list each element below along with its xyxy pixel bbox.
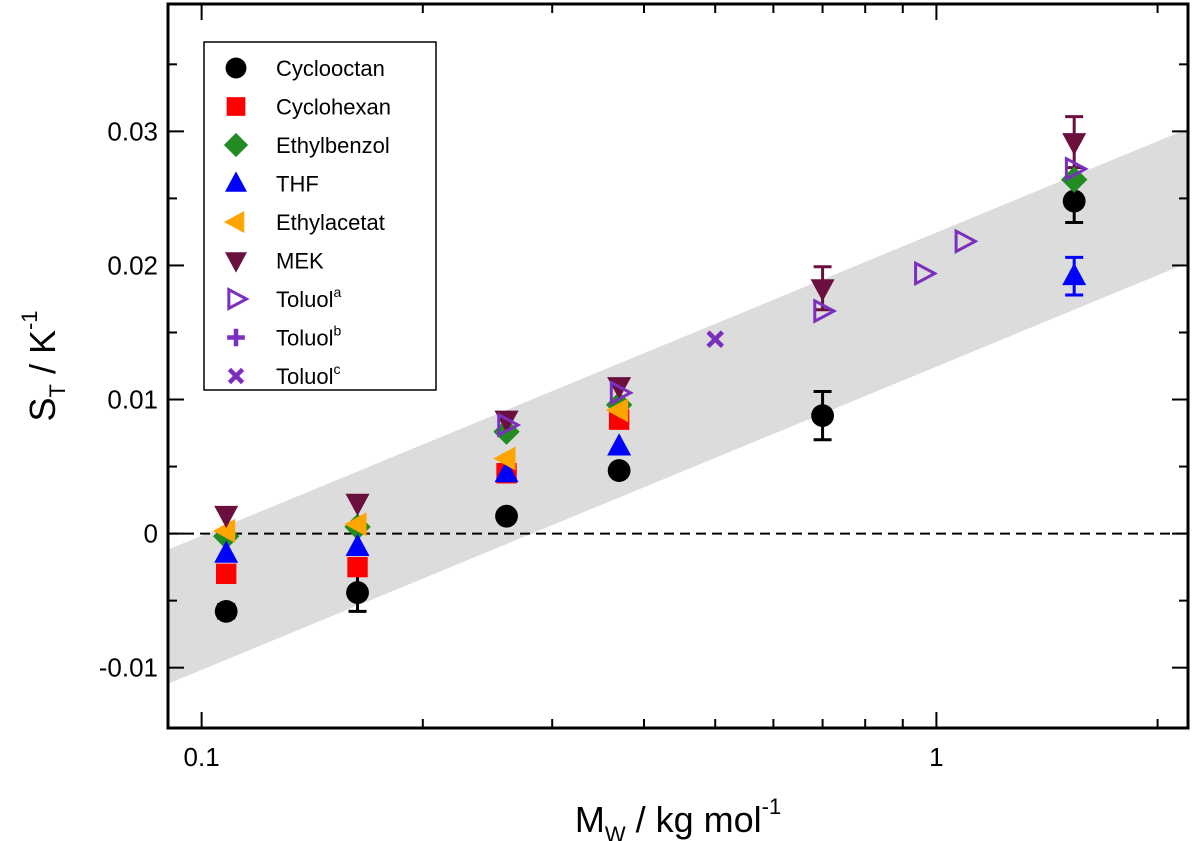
- data-point-cyclohexan: [215, 563, 237, 585]
- legend-marker-ethylacetat: [223, 211, 245, 233]
- data-point-toluola: [954, 228, 979, 255]
- legend-marker-thf: [225, 171, 247, 192]
- data-point-cyclooctan: [346, 581, 369, 604]
- legend-marker-cyclooctan: [225, 57, 247, 79]
- data-point-cyclohexan: [347, 556, 368, 578]
- legend-label-cyclohexan: Cyclohexan: [276, 95, 391, 120]
- legend-item-thf: THF: [225, 171, 319, 197]
- legend: Cyclooctan Cyclohexan Ethylbenzol THF Ethyla…: [203, 41, 437, 391]
- data-point-toluolc: [706, 330, 724, 348]
- legend-label-cyclooctan: Cyclooctan: [276, 56, 385, 81]
- legend-label-ethylacetat: Ethylacetat: [276, 210, 385, 235]
- data-point-ethylacetat: [212, 518, 236, 543]
- data-point-mek: [810, 279, 835, 302]
- data-point-thf: [214, 540, 239, 563]
- legend-item-toluola: Toluola: [227, 284, 341, 312]
- legend-marker-mek: [225, 252, 247, 273]
- data-point-ethylacetat: [605, 398, 629, 423]
- data-point-mek: [1062, 133, 1087, 156]
- x-axis-label: MW / kg mol-1: [575, 794, 781, 841]
- data-point-thf: [345, 533, 370, 556]
- data-point-cyclooctan: [214, 599, 238, 623]
- x-tick-label: 0.1: [184, 742, 220, 772]
- legend-item-toluolb: Toluolb: [227, 323, 341, 351]
- data-point-thf: [1062, 262, 1087, 286]
- data-point-ethylacetat: [493, 446, 516, 471]
- legend-marker-ethylbenzol: [223, 132, 249, 158]
- legend-label-toluola: Toluola: [276, 284, 341, 312]
- legend-item-cyclohexan: Cyclohexan: [226, 95, 391, 120]
- legend-item-ethylbenzol: Ethylbenzol: [223, 132, 390, 158]
- x-tick-label: 1: [929, 742, 943, 772]
- data-point-toluola: [609, 380, 634, 406]
- tick-labels: 0.1 1 -0.01 0 0.01 0.02 0.03: [99, 116, 944, 772]
- plot-frame: [166, 2, 1190, 730]
- data-point-thf: [494, 460, 519, 483]
- data-point-toluola: [914, 260, 938, 287]
- legend-label-toluolc: Toluolc: [276, 361, 340, 389]
- y-tick-label: 0.02: [107, 250, 158, 280]
- legend-item-toluolc: Toluolc: [227, 361, 340, 389]
- y-tick-label: 0.03: [107, 116, 158, 146]
- legend-marker-toluolb: [227, 328, 245, 347]
- data-points: [212, 133, 1089, 623]
- confidence-band: [168, 128, 1188, 684]
- data-point-toluola: [497, 412, 522, 438]
- axis-ticks: [167, 4, 1188, 728]
- data-point-ethylacetat: [344, 512, 367, 537]
- legend-item-mek: MEK: [225, 249, 324, 274]
- data-point-cyclooctan: [811, 404, 834, 428]
- y-tick-label: -0.01: [99, 653, 158, 683]
- legend-label-mek: MEK: [276, 249, 324, 274]
- legend-label-ethylbenzol: Ethylbenzol: [276, 133, 390, 158]
- data-point-mek: [345, 493, 370, 516]
- data-point-toluola: [813, 298, 838, 324]
- legend-marker-toluolc: [227, 367, 245, 385]
- data-point-cyclooctan: [495, 504, 518, 528]
- data-point-toluola: [1064, 156, 1089, 182]
- y-axis-label: ST / K-1: [17, 310, 70, 421]
- data-point-mek: [214, 505, 239, 529]
- legend-label-toluolb: Toluolb: [276, 323, 341, 351]
- legend-marker-toluola: [227, 287, 250, 311]
- y-tick-label: 0: [144, 519, 158, 549]
- legend-item-cyclooctan: Cyclooctan: [225, 56, 385, 81]
- band-area: [168, 128, 1188, 684]
- data-point-cyclooctan: [1062, 189, 1086, 213]
- data-point-cyclooctan: [607, 459, 631, 482]
- legend-marker-cyclohexan: [226, 97, 246, 116]
- legend-label-thf: THF: [276, 172, 319, 197]
- data-point-thf: [607, 433, 632, 456]
- y-tick-label: 0.01: [107, 385, 158, 415]
- legend-item-ethylacetat: Ethylacetat: [223, 210, 385, 235]
